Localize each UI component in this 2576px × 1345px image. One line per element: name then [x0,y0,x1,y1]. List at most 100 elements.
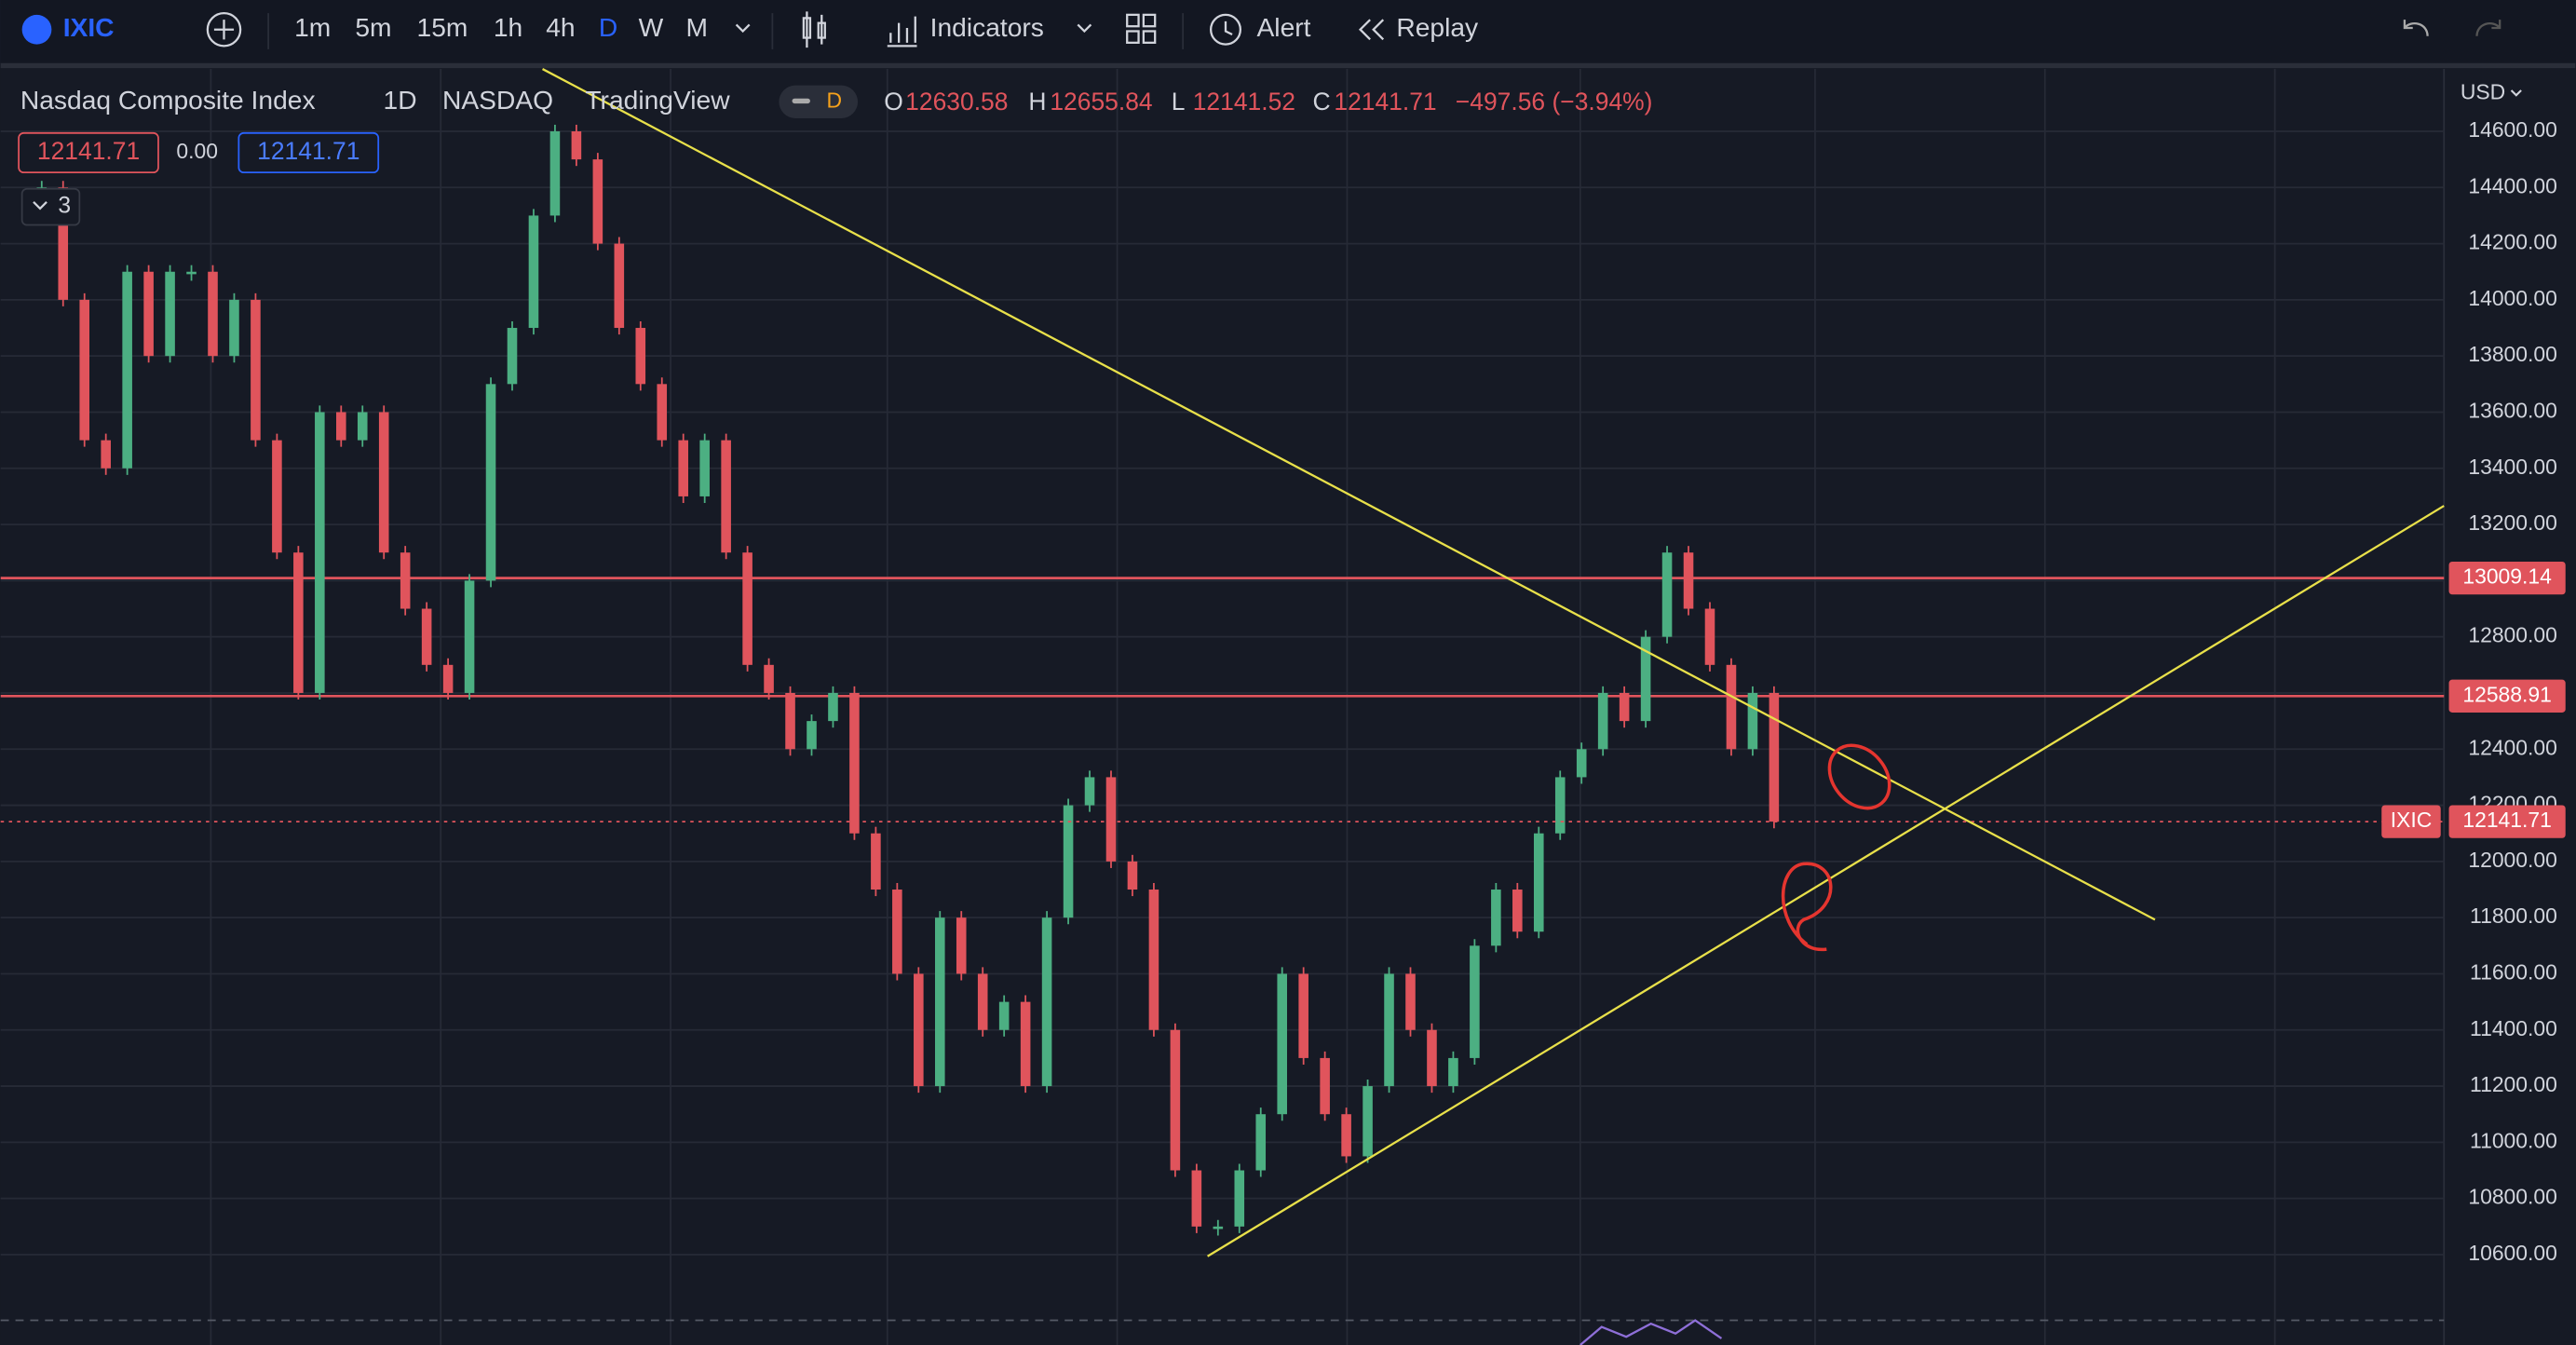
candle [742,552,752,665]
interval-button[interactable]: 5m [355,12,391,42]
candle [1191,1170,1202,1227]
candle [1747,692,1758,750]
level-label: 13009.14 [2462,564,2552,589]
replay-icon[interactable] [1358,19,1385,41]
price-box [18,131,159,174]
candle [1320,1057,1330,1115]
y-tick-label: 10800.00 [2468,1185,2557,1209]
alert-button[interactable]: Alert [1257,12,1311,42]
y-tick-label: 14600.00 [2468,117,2557,142]
chevron [33,201,47,211]
replay-button[interactable]: Replay [1396,12,1479,42]
interval-button[interactable]: M [686,12,709,42]
candle [699,440,710,496]
candle [721,440,731,553]
legend-source: TradingView [585,85,730,115]
drawn-mark [1781,862,1833,951]
symbol-tag: IXIC [2391,808,2433,832]
candle [1554,777,1566,834]
candle [1363,1086,1373,1157]
symbol-logo[interactable] [21,14,52,45]
ohlc: O 12630.58 H 12655.84 L 12141.52 C 12141.71 [884,88,1436,115]
candle [251,299,261,441]
interval-button[interactable]: 4h [546,12,575,42]
candle [1084,777,1095,806]
y-tick-label: 11600.00 [2470,960,2557,985]
interval-button[interactable]: D [599,12,617,42]
symbol-tag-box [2381,805,2441,838]
y-tick-label: 14400.00 [2468,173,2557,197]
interval-button[interactable]: 15m [417,12,468,42]
undo[interactable] [2403,20,2429,36]
candle [1255,1114,1267,1171]
chart-type-icon[interactable] [802,11,826,48]
indicators-icon[interactable] [887,16,917,48]
currency[interactable]: USD [2461,80,2505,104]
interval-button[interactable]: 1m [294,12,331,42]
indicator-line [1579,1319,1723,1345]
candle [998,1001,1010,1030]
candle [1597,692,1608,750]
candle [315,412,325,693]
change: −497.56 (−3.94%) [1456,88,1653,115]
badge[interactable] [779,85,859,118]
candle [528,215,539,329]
candle [1298,973,1308,1058]
candle [1105,777,1117,862]
candle [1448,1057,1458,1087]
y-tick-label: 13600.00 [2468,399,2557,423]
layout-icon[interactable] [1126,13,1157,44]
badge-label: D [827,88,843,112]
badge-icon [792,98,810,104]
candle [122,271,132,469]
plot [0,124,2445,1236]
candle [934,917,945,1087]
chevron[interactable] [1077,23,1092,34]
candle [614,243,625,329]
candle [807,721,817,750]
indicators-button[interactable]: Indicators [930,12,1044,42]
candle [229,299,239,357]
add-symbol[interactable] [206,11,242,48]
candle [1405,973,1416,1030]
candle [871,833,881,890]
y-tick-label: 13400.00 [2468,455,2557,479]
candle [1704,608,1715,665]
candle [1341,1114,1351,1157]
level-label-box [2448,561,2566,595]
candle [657,384,668,441]
candle [421,608,432,665]
candle [977,973,988,1030]
candle [1619,692,1630,722]
chevron[interactable] [735,23,751,34]
candle [79,299,90,441]
y-tick-label: 13200.00 [2468,510,2557,535]
candle [1041,917,1052,1087]
interval-button[interactable]: W [639,12,664,42]
candle [186,271,197,275]
candle [1640,636,1651,722]
ohlc-value: 12630.58 [905,88,1008,115]
candle [335,412,346,441]
alert-icon[interactable] [1209,13,1242,46]
candle [785,692,795,750]
drawn-circle [1827,743,1891,810]
y-tick-label: 11200.00 [2470,1072,2557,1096]
collapse-button[interactable] [20,187,81,226]
toolbar [0,0,2576,62]
candle [1148,890,1159,1030]
candle [1769,692,1780,822]
candle [1234,1170,1245,1227]
candle [485,384,496,581]
redo[interactable] [2475,20,2501,36]
candle [507,328,518,385]
level-label: 12588.91 [2462,682,2552,706]
ohlc-key: L [1172,88,1186,115]
price: 12141.71 [37,137,140,165]
ohlc-value: 12141.52 [1193,88,1295,115]
symbol[interactable]: IXIC [63,12,115,42]
candle [849,692,860,834]
interval-button[interactable]: 1h [494,12,522,42]
